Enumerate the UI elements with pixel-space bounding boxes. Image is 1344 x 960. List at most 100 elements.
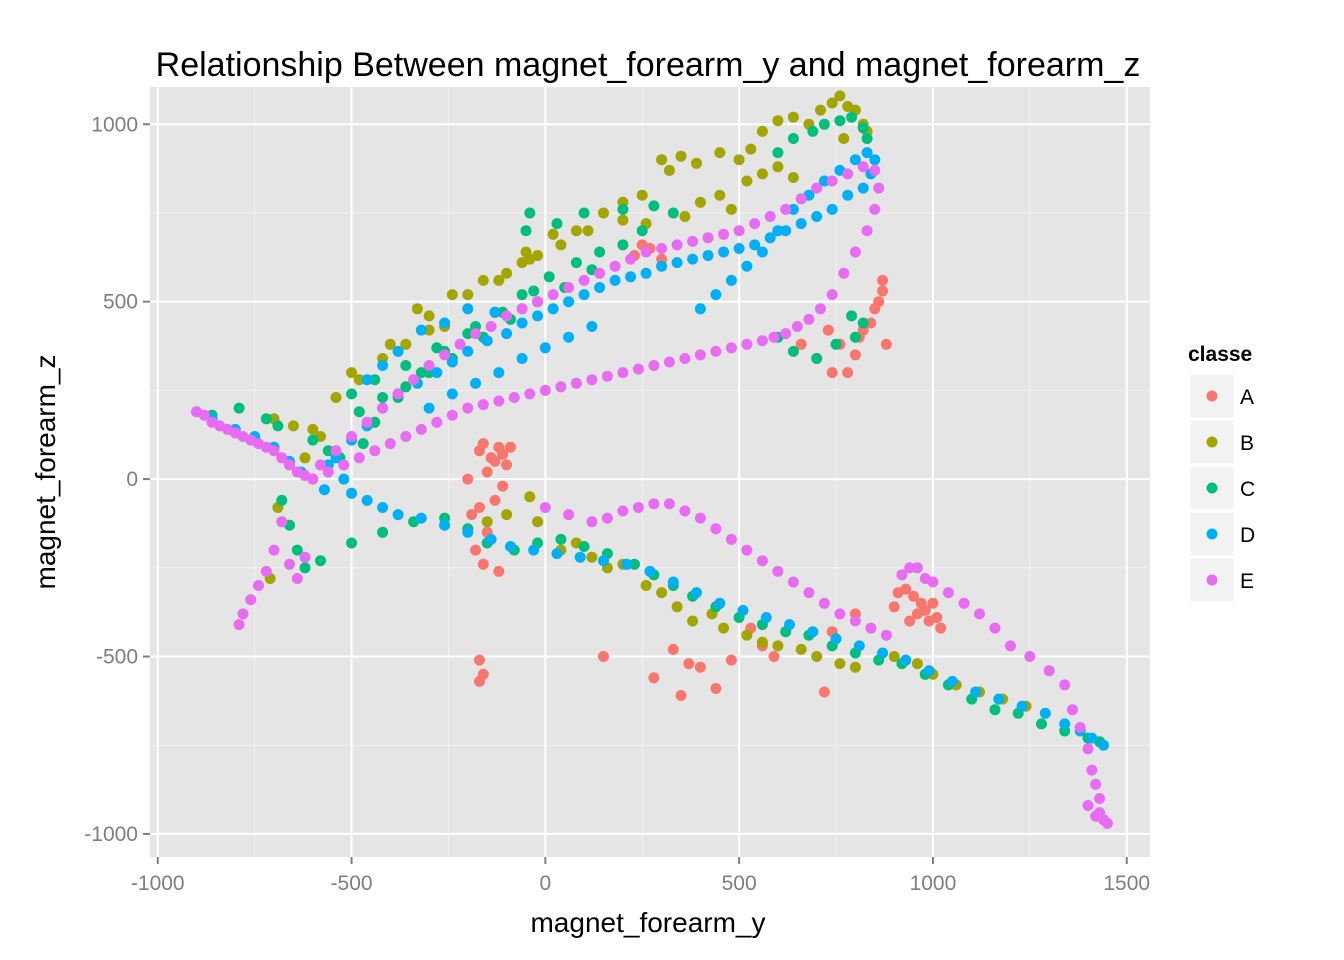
data-point (415, 324, 427, 336)
data-point (873, 182, 885, 194)
data-point (524, 388, 536, 400)
data-point (470, 377, 482, 389)
data-point (756, 125, 768, 137)
data-point (377, 360, 389, 371)
data-point (834, 90, 846, 102)
data-point (501, 328, 513, 340)
data-point (268, 544, 280, 556)
data-point (880, 629, 892, 641)
data-point (617, 203, 629, 215)
x-axis-title: magnet_forearm_y (530, 907, 765, 938)
data-point (489, 494, 501, 506)
data-point (594, 282, 606, 293)
legend-swatch (1206, 482, 1218, 494)
data-point (807, 125, 819, 137)
data-point (725, 203, 737, 215)
legend-label: D (1240, 524, 1255, 547)
data-point (780, 203, 792, 215)
data-point (570, 377, 582, 389)
data-point (570, 225, 582, 237)
data-point (702, 232, 714, 244)
data-point (497, 448, 509, 460)
data-point (896, 569, 908, 581)
data-point (826, 97, 838, 109)
data-point (741, 260, 753, 272)
x-tick-label: -500 (331, 872, 373, 895)
data-point (501, 310, 513, 322)
data-point (671, 601, 683, 613)
data-point (1090, 778, 1102, 790)
legend-label: C (1240, 478, 1255, 501)
data-point (687, 235, 699, 247)
data-point (505, 541, 516, 552)
data-point (586, 551, 598, 563)
data-point (1043, 665, 1055, 677)
data-point (648, 360, 660, 371)
data-point (532, 250, 544, 261)
data-point (415, 423, 427, 435)
data-point (756, 636, 768, 648)
legend-swatch (1206, 390, 1218, 402)
data-point (621, 558, 633, 570)
data-point (857, 122, 869, 134)
data-point (198, 409, 210, 421)
data-point (369, 374, 381, 386)
data-point (656, 587, 668, 599)
data-point (268, 445, 280, 457)
data-point (260, 413, 272, 425)
data-point (904, 615, 916, 627)
data-point (741, 629, 753, 641)
data-point (849, 615, 861, 627)
data-point (784, 619, 795, 631)
data-point (377, 402, 389, 414)
data-point (826, 175, 838, 187)
data-point (1024, 651, 1036, 662)
data-point (733, 225, 745, 237)
data-point (694, 512, 706, 524)
data-point (601, 512, 613, 524)
data-point (462, 289, 474, 301)
data-point (900, 654, 912, 666)
data-point (869, 154, 881, 166)
data-point (477, 438, 489, 450)
legend-label: B (1240, 432, 1254, 455)
data-point (346, 388, 358, 400)
y-tick-label: 0 (126, 468, 138, 491)
data-point (842, 189, 854, 201)
data-point (586, 516, 598, 528)
data-point (1082, 800, 1094, 811)
data-point (857, 317, 869, 329)
data-point (411, 303, 423, 315)
grid-minor (150, 87, 1150, 857)
data-point (1036, 718, 1047, 730)
data-point (446, 289, 458, 301)
data-point (462, 402, 474, 414)
data-point (431, 342, 443, 354)
data-point (849, 661, 861, 673)
data-point (617, 367, 629, 379)
data-point (516, 303, 528, 315)
data-point (291, 573, 303, 584)
data-point (772, 115, 784, 127)
legend-swatch (1206, 436, 1218, 448)
data-point (908, 590, 920, 602)
data-point (830, 338, 842, 350)
data-point (318, 484, 330, 496)
data-point (315, 555, 326, 567)
data-point (233, 402, 245, 414)
data-point (377, 526, 389, 538)
data-point (795, 218, 807, 230)
data-point (741, 338, 753, 350)
data-point (423, 402, 435, 414)
data-point (787, 172, 799, 183)
data-point (322, 445, 334, 457)
data-point (625, 253, 637, 265)
data-point (330, 445, 342, 457)
data-point (578, 541, 590, 552)
data-point (582, 225, 594, 237)
data-point (260, 565, 272, 577)
x-tick-label: 1000 (910, 872, 957, 895)
data-point (756, 168, 768, 180)
data-point (842, 168, 854, 180)
data-point (307, 473, 319, 485)
